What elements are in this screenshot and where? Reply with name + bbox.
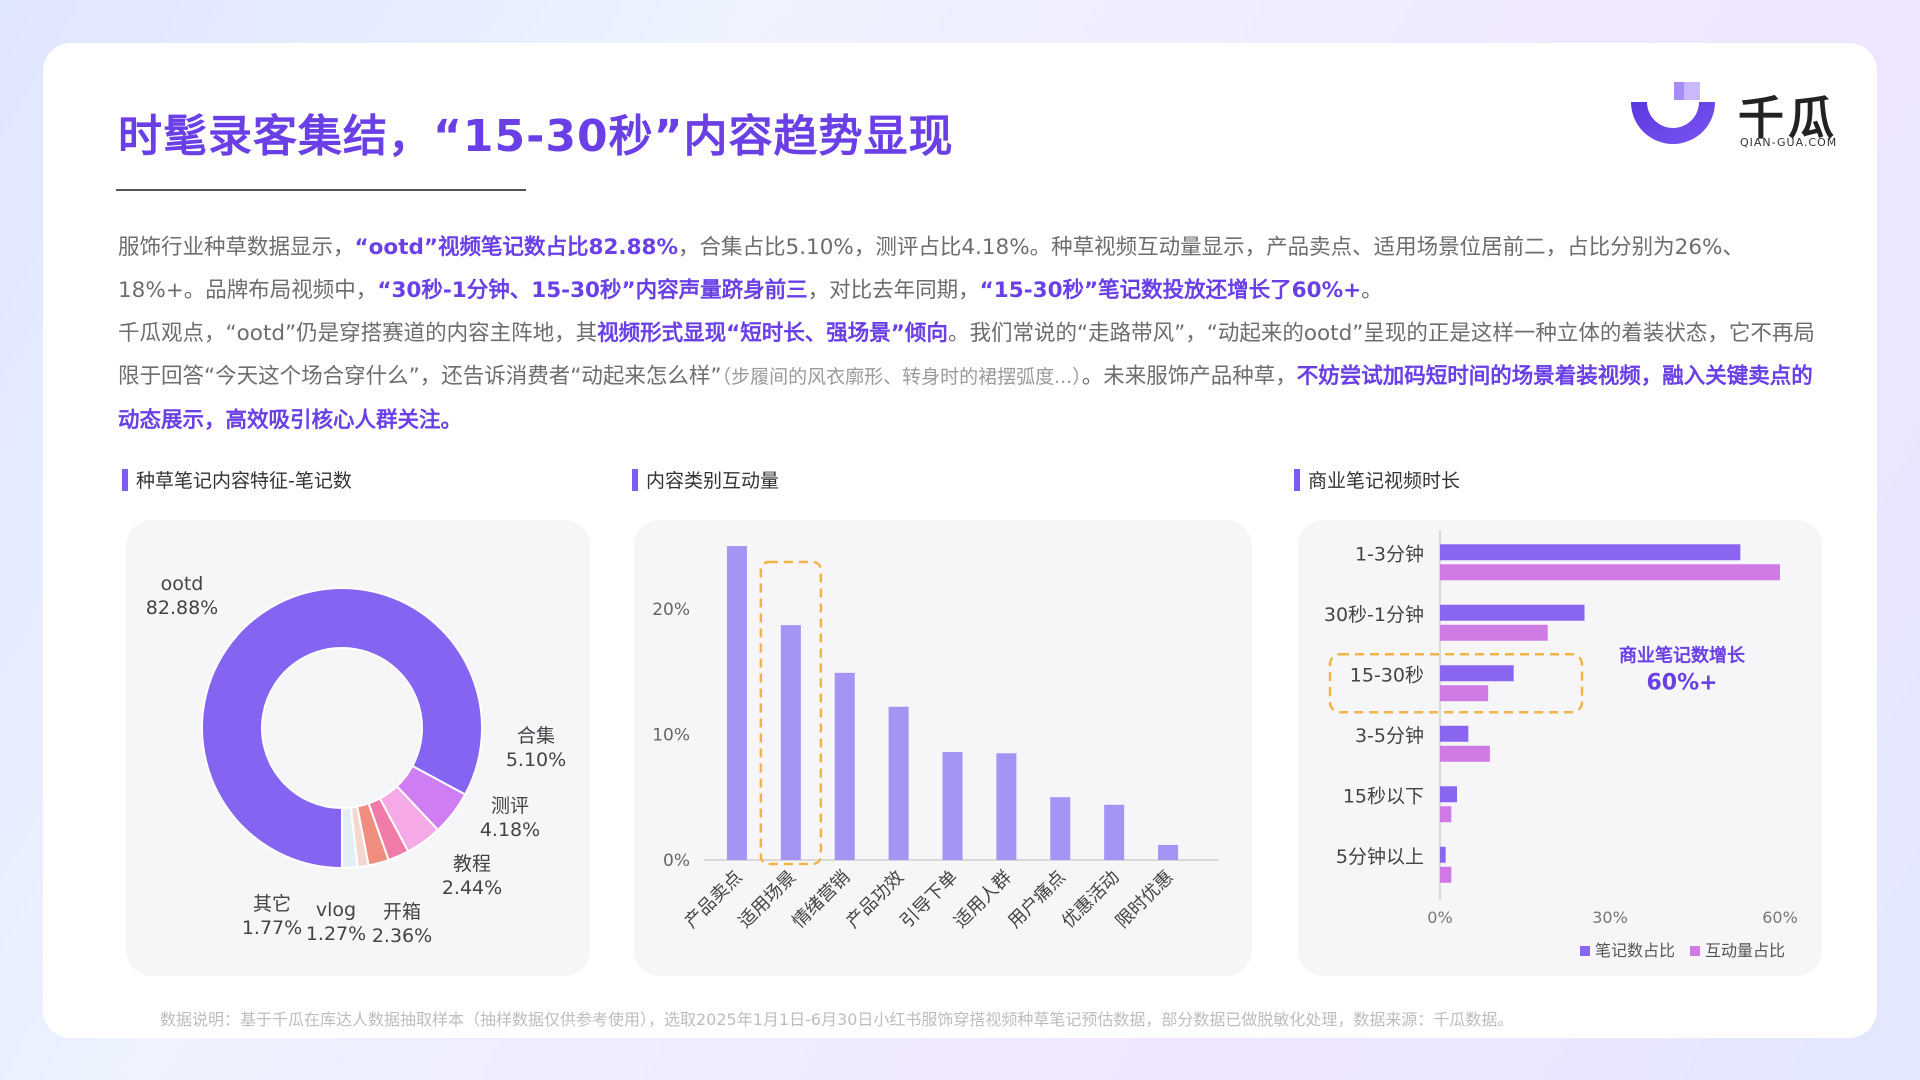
slice-label-0: ootd bbox=[161, 573, 204, 595]
brand-logo: 千瓜 QIAN-GUA.COM bbox=[1628, 82, 1848, 152]
bar-category-label-0: 产品卖点 bbox=[681, 867, 747, 933]
bar-3 bbox=[888, 706, 909, 860]
bar-category-label-8: 限时优惠 bbox=[1112, 867, 1178, 933]
hbar-0-4 bbox=[1440, 786, 1457, 803]
slice-value-6: 1.77% bbox=[242, 917, 302, 939]
para1-text-1: 服饰行业种草数据显示， bbox=[118, 235, 355, 260]
slice-value-4: 2.36% bbox=[372, 925, 432, 947]
hbar-xtick-2: 60% bbox=[1762, 908, 1798, 927]
hbar-1-5 bbox=[1440, 866, 1452, 883]
slice-label-6: 其它 bbox=[253, 893, 291, 915]
hbar-category-label-5: 5分钟以上 bbox=[1336, 846, 1424, 868]
bar-category-label-6: 用户痛点 bbox=[1004, 867, 1070, 933]
legend-swatch-1 bbox=[1690, 946, 1700, 956]
bar-0 bbox=[726, 546, 747, 860]
hbar-xtick-0: 0% bbox=[1427, 908, 1452, 927]
slice-label-2: 测评 bbox=[491, 795, 529, 817]
page-title: 时髦录客集结，“15-30秒”内容趋势显现 bbox=[118, 111, 954, 162]
bar-chart: 0% 10% 20% 产品卖点适用场景情绪营销产品功效引导下单适用人群用户痛点优惠活动… bbox=[652, 546, 1219, 933]
hbar-category-label-4: 15秒以下 bbox=[1343, 785, 1424, 807]
bar-section-title: 内容类别互动量 bbox=[632, 466, 779, 493]
bar-ytick-0: 0% bbox=[663, 851, 690, 871]
slice-label-5: vlog bbox=[316, 899, 356, 921]
slice-label-4: 开箱 bbox=[383, 901, 421, 923]
donut-slice-0 bbox=[201, 587, 483, 870]
hbar-0-3 bbox=[1440, 725, 1469, 742]
data-footnote: 数据说明：基于千瓜在库达人数据抽取样本（抽样数据仅供参考使用），选取2025年1… bbox=[160, 1010, 1514, 1029]
slice-value-3: 2.44% bbox=[442, 877, 502, 899]
para1-text-3: ，对比去年同期， bbox=[807, 278, 980, 303]
bar-category-label-5: 适用人群 bbox=[950, 867, 1016, 933]
para2-text-3: 。未来服饰产品种草， bbox=[1081, 364, 1297, 389]
slice-label-1: 合集 bbox=[517, 725, 555, 747]
legend-swatch-0 bbox=[1580, 946, 1590, 956]
bar-1 bbox=[780, 625, 801, 860]
hbar-0-2 bbox=[1440, 665, 1514, 682]
bar-category-label-4: 引导下单 bbox=[896, 867, 962, 933]
slice-value-0: 82.88% bbox=[146, 597, 218, 619]
summary-paragraph: 服饰行业种草数据显示，“ootd”视频笔记数占比82.88%，合集占比5.10%… bbox=[118, 226, 1828, 312]
logo-text: 千瓜 bbox=[1738, 91, 1838, 145]
hbar-0-0 bbox=[1440, 544, 1741, 561]
bar-4 bbox=[942, 751, 963, 860]
annotation-line2: 60%+ bbox=[1646, 670, 1717, 695]
annotation-line1: 商业笔记数增长 bbox=[1619, 644, 1746, 666]
hbar-0-5 bbox=[1440, 846, 1446, 863]
donut-slice-6 bbox=[341, 806, 359, 870]
hbar-section-title: 商业笔记视频时长 bbox=[1294, 466, 1460, 493]
bar-5 bbox=[996, 753, 1017, 860]
hbar-chart: 1-3分钟 30秒-1分钟 15-30秒 商业笔记数增长 60%+ 3-5分钟 15秒以下 5… bbox=[1324, 530, 1798, 960]
hbar-xtick-1: 30% bbox=[1592, 908, 1628, 927]
para1-text-4: 。 bbox=[1361, 278, 1383, 303]
bar-ytick-2: 20% bbox=[652, 600, 690, 620]
legend-label-0: 笔记数占比 bbox=[1595, 941, 1675, 960]
para1-text-2: ，合集占比5.10%，测评占比4.18%。种草视频互动量显示，产品卖点、适用场景… bbox=[118, 235, 1744, 303]
para1-highlight-3: “15-30秒”笔记数投放还增长了60%+ bbox=[979, 278, 1362, 303]
bar-2 bbox=[834, 672, 855, 860]
bar-category-label-7: 优惠活动 bbox=[1058, 867, 1124, 933]
logo-domain: QIAN-GUA.COM bbox=[1740, 136, 1838, 149]
bar-category-label-1: 适用场景 bbox=[735, 867, 801, 933]
bar-8 bbox=[1158, 844, 1179, 860]
hbar-category-label-1: 30秒-1分钟 bbox=[1324, 604, 1424, 626]
logo-mark-icon bbox=[1631, 82, 1715, 144]
para1-highlight-1: “ootd”视频笔记数占比82.88% bbox=[354, 235, 679, 260]
bar-ytick-1: 10% bbox=[652, 725, 690, 745]
hbar-1-0 bbox=[1440, 564, 1780, 581]
hbar-0-1 bbox=[1440, 604, 1585, 621]
hbar-1-3 bbox=[1440, 745, 1490, 762]
hbar-1-4 bbox=[1440, 806, 1452, 823]
title-underline bbox=[116, 189, 526, 191]
hbar-1-1 bbox=[1440, 624, 1548, 641]
hbar-category-label-3: 3-5分钟 bbox=[1355, 725, 1424, 747]
highlight-box bbox=[759, 560, 823, 866]
para2-text-2: 。我们常说的“走路带风”，“动起来的ootd”呈现的正是这样一种立体的着装状态，… bbox=[118, 321, 1815, 389]
hbar-category-label-2: 15-30秒 bbox=[1350, 664, 1424, 686]
bar-category-label-2: 情绪营销 bbox=[788, 867, 854, 933]
slice-value-1: 5.10% bbox=[506, 749, 566, 771]
opinion-paragraph: 千瓜观点，“ootd”仍是穿搭赛道的内容主阵地，其视频形式显现“短时长、强场景”… bbox=[118, 312, 1828, 442]
legend-label-1: 互动量占比 bbox=[1705, 941, 1785, 960]
hbar-category-label-0: 1-3分钟 bbox=[1355, 543, 1424, 565]
bar-7 bbox=[1104, 804, 1125, 860]
para2-aside: （步履间的风衣廓形、转身时的裙摆弧度...） bbox=[721, 366, 1082, 388]
slice-label-3: 教程 bbox=[453, 853, 491, 875]
hbar-panel bbox=[1298, 520, 1822, 976]
slice-value-2: 4.18% bbox=[480, 819, 540, 841]
para2-text-1: 千瓜观点，“ootd”仍是穿搭赛道的内容主阵地，其 bbox=[118, 321, 598, 346]
bar-6 bbox=[1050, 797, 1071, 860]
para2-highlight-2: 不妨尝试加码短时间的场景着装视频，融入关键卖点的动态展示，高效吸引核心人群关注。 bbox=[118, 364, 1813, 433]
donut-section-title: 种草笔记内容特征-笔记数 bbox=[122, 466, 352, 493]
para1-highlight-2: “30秒-1分钟、15-30秒”内容声量跻身前三 bbox=[377, 278, 808, 303]
para2-highlight-1: 视频形式显现“短时长、强场景”倾向 bbox=[597, 321, 948, 346]
slice-value-5: 1.27% bbox=[306, 923, 366, 945]
hbar-1-2 bbox=[1440, 685, 1489, 702]
bar-category-label-3: 产品功效 bbox=[842, 867, 908, 933]
